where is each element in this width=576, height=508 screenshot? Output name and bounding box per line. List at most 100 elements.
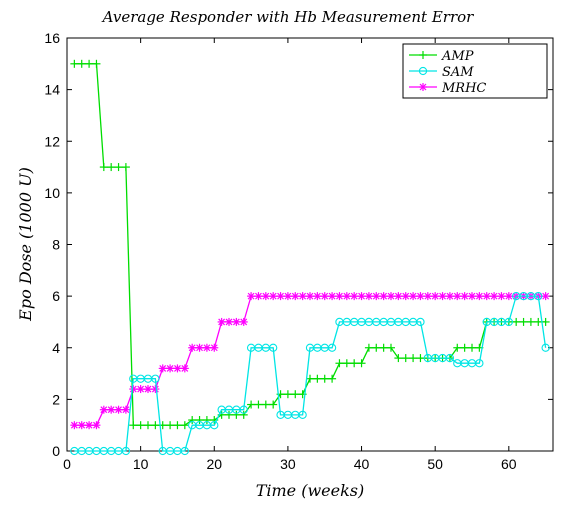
amp-point: [283, 390, 292, 399]
y-tick-label: 12: [44, 133, 60, 149]
sam-point: [541, 343, 550, 352]
legend-label-amp: AMP: [441, 49, 474, 64]
mrhc-point: [438, 292, 447, 301]
mrhc-point: [232, 317, 241, 326]
amp-point: [180, 421, 189, 430]
amp-point: [379, 343, 388, 352]
mrhc-point: [423, 292, 432, 301]
sam-point: [121, 446, 131, 456]
mrhc-point: [217, 317, 226, 326]
amp-point: [357, 359, 366, 368]
amp-point: [188, 416, 197, 425]
mrhc-point: [136, 385, 145, 394]
amp-point: [468, 343, 476, 352]
amp-point: [409, 354, 418, 363]
amp-point: [195, 416, 204, 425]
mrhc-point: [144, 385, 152, 394]
x-tick-label: 30: [280, 456, 296, 472]
mrhc-point: [416, 292, 425, 301]
sam-point: [210, 421, 219, 430]
mrhc-point: [431, 292, 440, 301]
mrhc-point: [261, 292, 270, 301]
mrhc-point: [335, 292, 344, 301]
amp-point: [342, 359, 351, 368]
mrhc-point: [401, 292, 410, 301]
mrhc-point: [107, 405, 116, 414]
x-tick-label: 10: [133, 456, 149, 472]
amp-point: [541, 317, 550, 326]
mrhc-point: [283, 292, 292, 301]
amp-point: [92, 59, 101, 68]
x-tick-label: 0: [63, 456, 71, 472]
sam-point: [327, 343, 337, 352]
mrhc-point: [357, 292, 366, 301]
amp-point: [320, 374, 329, 383]
legend-marker-amp: [419, 51, 427, 59]
mrhc-point: [291, 292, 300, 301]
amp-point: [460, 343, 469, 352]
mrhc-point: [541, 292, 550, 301]
amp-point: [173, 421, 182, 430]
mrhc-point: [99, 405, 108, 414]
amp-point: [453, 343, 462, 352]
amp-point: [121, 163, 130, 172]
mrhc-point: [350, 292, 359, 301]
mrhc-point: [394, 292, 403, 301]
mrhc-point: [475, 292, 484, 301]
mrhc-point: [328, 292, 337, 301]
mrhc-point: [151, 385, 160, 394]
y-tick-label: 0: [52, 443, 60, 459]
mrhc-point: [239, 317, 248, 326]
amp-point: [225, 410, 233, 419]
amp-point: [114, 163, 123, 172]
sam-point: [298, 410, 307, 420]
mrhc-point: [409, 292, 418, 301]
mrhc-point: [482, 292, 491, 301]
amp-point: [247, 400, 256, 409]
amp-point: [85, 59, 94, 68]
mrhc-point: [372, 292, 381, 301]
mrhc-point: [320, 292, 329, 301]
x-tick-label: 40: [354, 456, 370, 472]
mrhc-point: [497, 292, 506, 301]
y-tick-label: 6: [52, 288, 60, 304]
mrhc-point: [114, 405, 123, 414]
y-tick-label: 4: [52, 340, 60, 356]
amp-point: [534, 317, 543, 326]
mrhc-point: [254, 292, 263, 301]
amp-point: [107, 163, 116, 172]
sam-point: [416, 317, 425, 327]
amp-point: [129, 421, 138, 430]
x-axis-label: Time (weeks): [256, 481, 365, 500]
y-tick-label: 2: [52, 391, 60, 407]
mrhc-point: [306, 292, 314, 301]
legend-marker-sam: [418, 66, 428, 76]
amp-point: [387, 343, 395, 352]
mrhc-point: [276, 292, 285, 301]
mrhc-point: [504, 292, 513, 301]
mrhc-point: [180, 364, 189, 373]
mrhc-point: [269, 292, 278, 301]
sam-point: [445, 353, 455, 363]
amp-point: [291, 390, 300, 399]
amp-point: [364, 343, 373, 352]
x-tick-label: 50: [427, 456, 443, 472]
amp-point: [313, 374, 322, 383]
amp-point: [526, 317, 535, 326]
amp-point: [350, 359, 359, 368]
mrhc-point: [490, 292, 499, 301]
y-axis-label: Epo Dose (1000 U): [16, 167, 35, 322]
amp-point: [70, 59, 79, 68]
amp-point: [519, 317, 528, 326]
axis-ticks: 0 10 20 30 40 50 60 0 2 4 6 8 10 12 14 16: [44, 30, 553, 472]
amp-point: [151, 421, 160, 430]
amp-point: [202, 416, 211, 425]
amp-point: [372, 343, 381, 352]
mrhc-point: [468, 292, 476, 301]
amp-point: [416, 354, 425, 363]
mrhc-point: [342, 292, 351, 301]
x-tick-label: 20: [206, 456, 222, 472]
mrhc-point: [195, 343, 204, 352]
mrhc-point: [298, 292, 307, 301]
